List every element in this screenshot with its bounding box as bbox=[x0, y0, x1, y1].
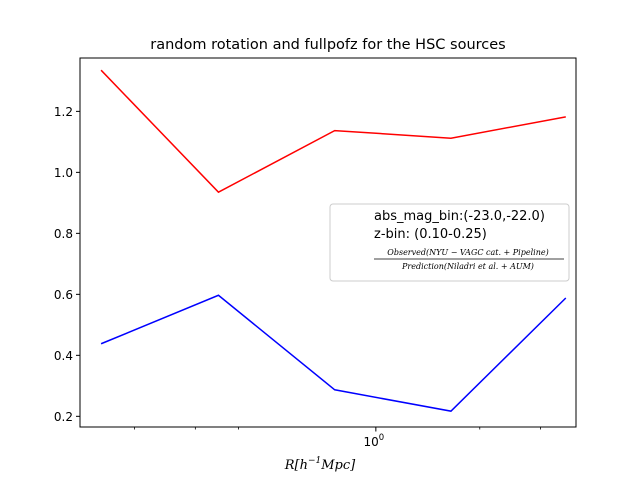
y-tick-label: 0.6 bbox=[54, 288, 73, 302]
legend-fraction-numerator: Observed(NYU − VAGC cat. + Pipeline) bbox=[387, 248, 548, 257]
y-tick-label: 1.0 bbox=[54, 166, 73, 180]
series-layer bbox=[100, 69, 567, 412]
x-tick-label: 100 bbox=[363, 433, 384, 449]
chart-title: random rotation and fullpofz for the HSC… bbox=[150, 37, 505, 53]
legend-box bbox=[329, 203, 570, 282]
y-tick-label: 0.8 bbox=[54, 227, 73, 241]
legend-fraction-denominator: Prediction(Niladri et al. + AUM) bbox=[401, 262, 534, 271]
legend-line-1: abs_mag_bin:(-23.0,-22.0) bbox=[374, 209, 545, 224]
x-axis-label: R[h−1Mpc] bbox=[284, 456, 356, 473]
y-axis: 0.2 0.4 0.6 0.8 1.0 1.2 bbox=[54, 105, 80, 424]
x-axis-label-post: Mpc] bbox=[320, 458, 356, 473]
y-tick-label: 0.2 bbox=[54, 410, 73, 424]
series-line-1 bbox=[100, 69, 566, 194]
series-line-2 bbox=[100, 294, 567, 412]
x-axis-label-sup: −1 bbox=[308, 456, 321, 466]
x-axis-label-pre: R[h bbox=[284, 458, 308, 473]
x-axis: 100 bbox=[134, 427, 541, 449]
plot-frame bbox=[79, 57, 577, 428]
y-tick-label: 0.4 bbox=[54, 349, 73, 363]
y-tick-label: 1.2 bbox=[54, 105, 73, 119]
legend: abs_mag_bin:(-23.0,-22.0) z-bin: (0.10-0… bbox=[329, 203, 570, 282]
legend-line-2: z-bin: (0.10-0.25) bbox=[374, 227, 487, 242]
